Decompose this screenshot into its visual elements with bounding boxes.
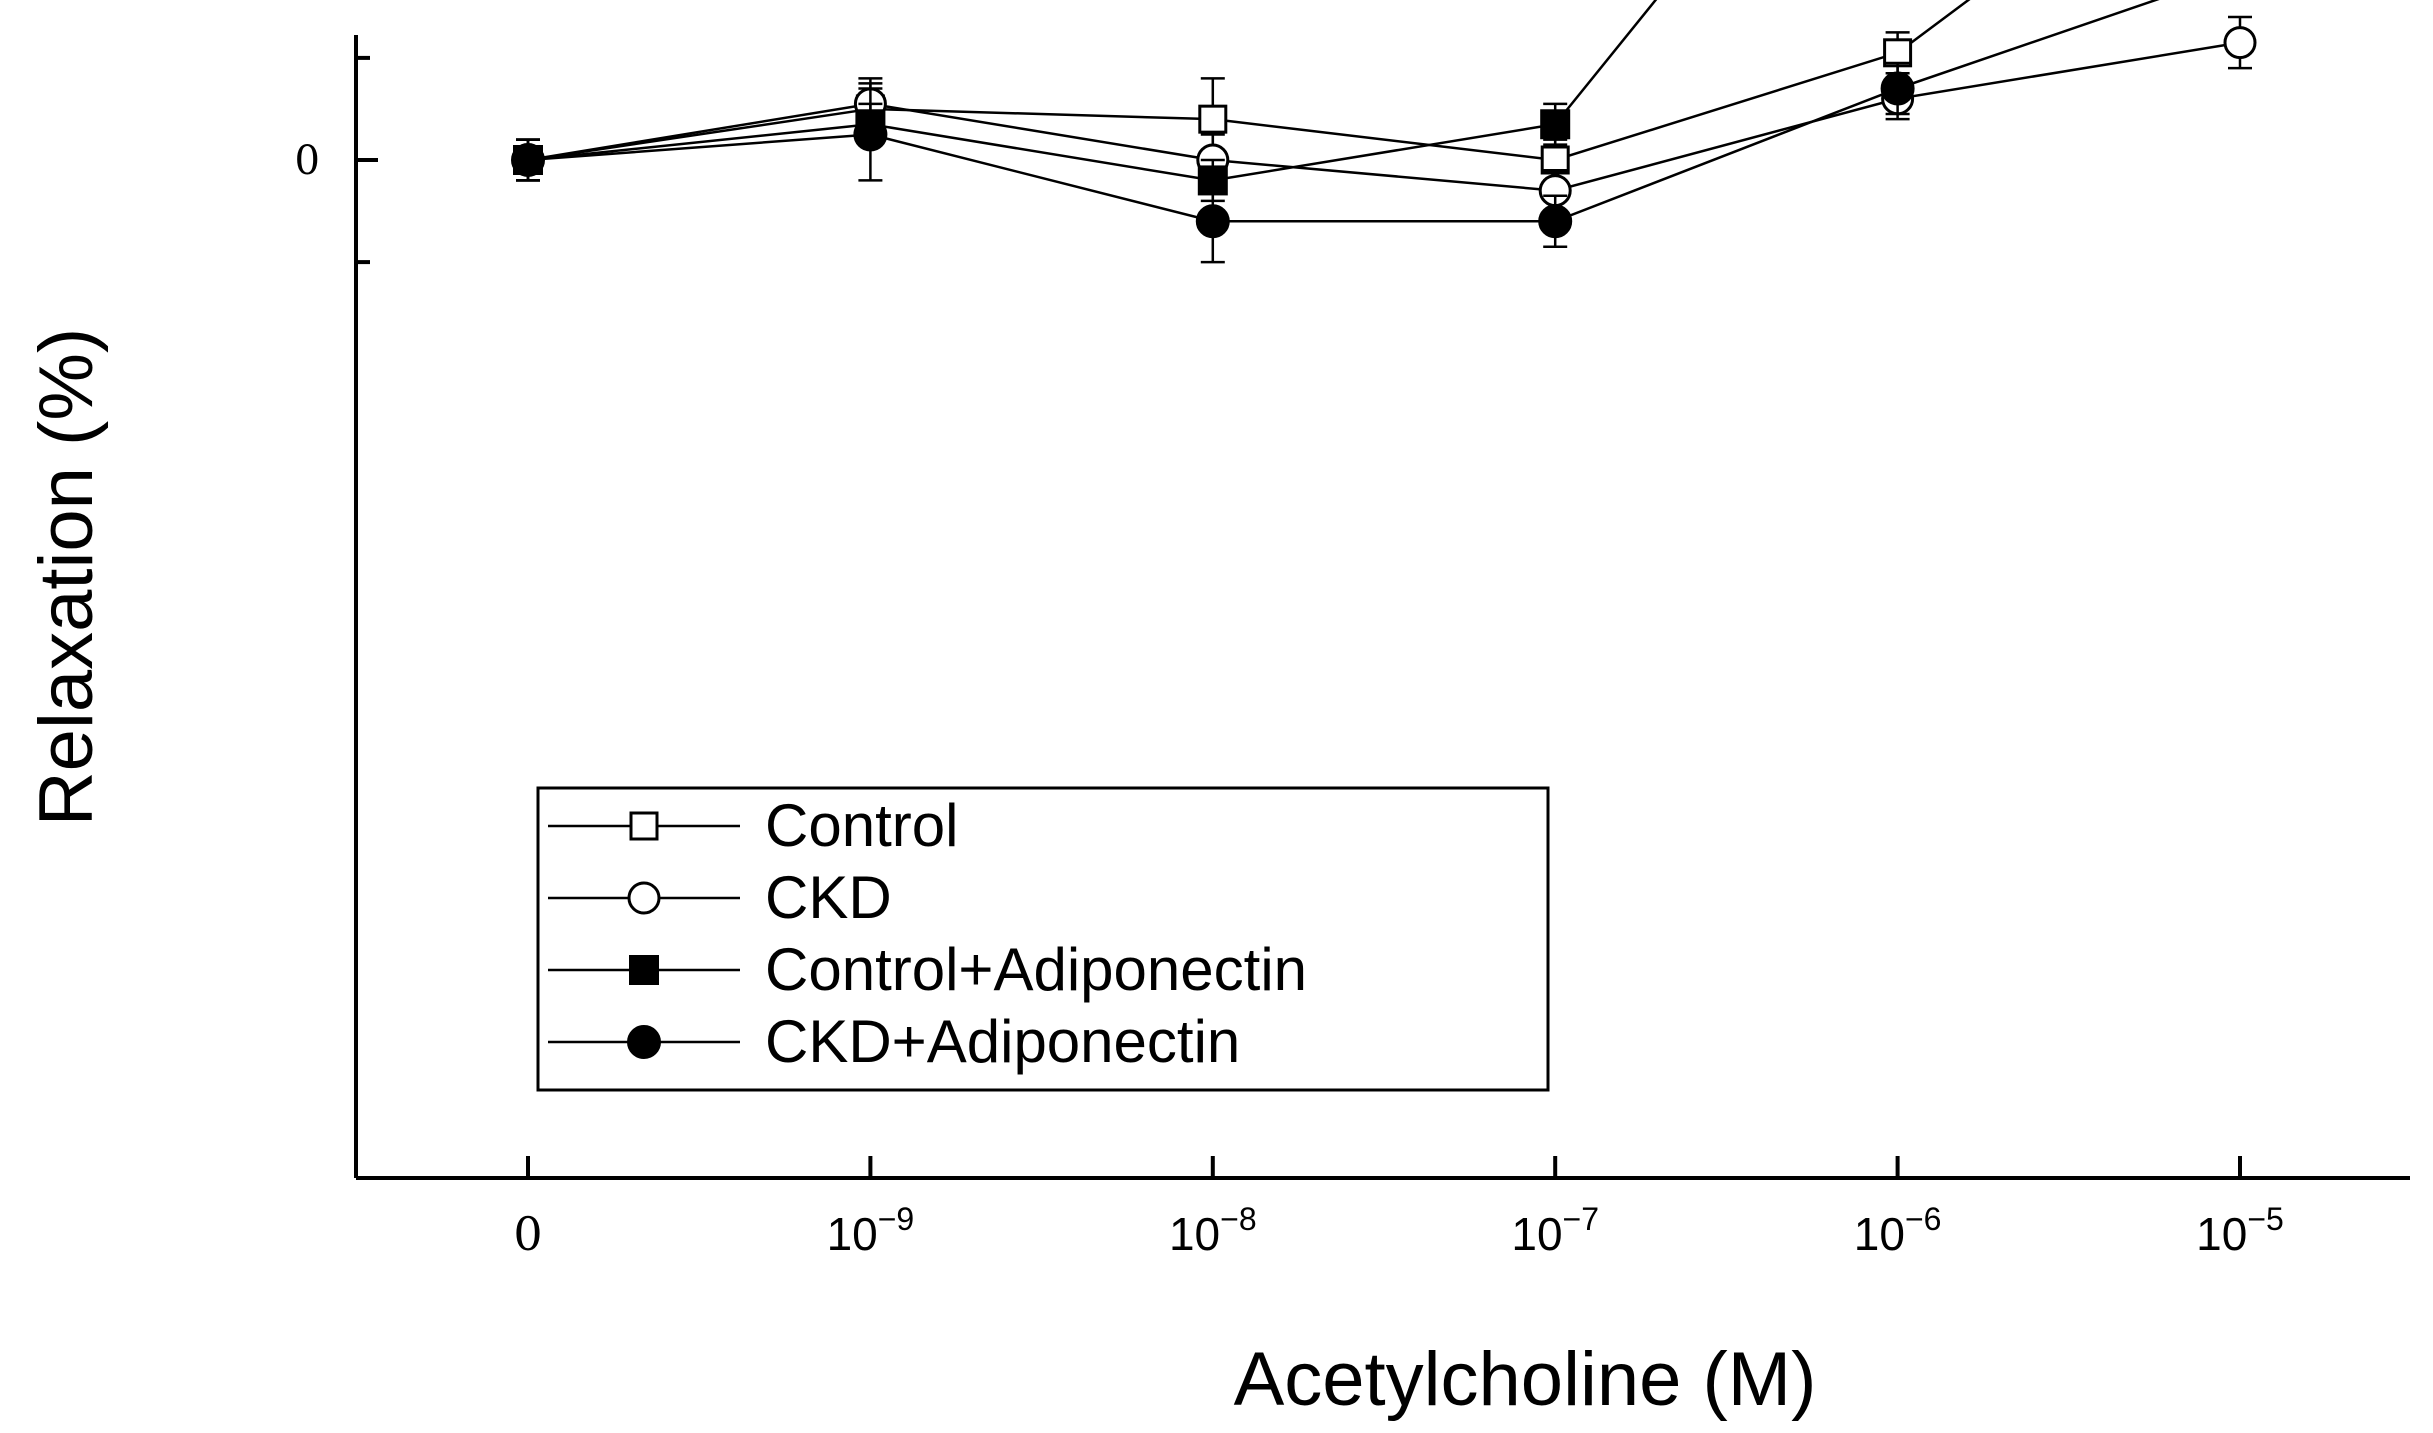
data-point bbox=[1538, 204, 1573, 239]
data-point bbox=[1540, 145, 1570, 175]
x-tick-label: 10−7 bbox=[1511, 1201, 1599, 1260]
legend-marker bbox=[629, 811, 659, 841]
series-ckd-adiponectin bbox=[511, 0, 2160, 264]
data-point bbox=[853, 117, 888, 152]
series-ckd bbox=[511, 15, 2257, 213]
legend-item: Control bbox=[548, 792, 958, 859]
x-tick-label: 0 bbox=[513, 1207, 542, 1261]
x-tick-label: 10−9 bbox=[827, 1201, 915, 1260]
legend-item: CKD bbox=[548, 864, 892, 931]
legend-item: Control+Adiponectin bbox=[548, 936, 1307, 1003]
x-axis-label: Acetylcholine (M) bbox=[1234, 1337, 1817, 1422]
x-tick-label: 10−6 bbox=[1854, 1201, 1942, 1260]
legend-box bbox=[536, 786, 1550, 1092]
legend-label: Control+Adiponectin bbox=[765, 936, 1307, 1003]
legend-marker bbox=[629, 955, 659, 985]
data-point bbox=[1880, 71, 1915, 106]
legend-item: CKD+Adiponectin bbox=[548, 1008, 1240, 1075]
legend-label: CKD bbox=[765, 864, 892, 931]
legend-marker bbox=[627, 1025, 661, 1059]
data-point bbox=[2223, 26, 2257, 60]
series-line bbox=[527, 41, 2241, 192]
x-tick-label: 10−8 bbox=[1169, 1201, 1257, 1260]
data-point bbox=[1195, 204, 1230, 239]
x-tick-label: 10−5 bbox=[2196, 1201, 2284, 1260]
series-line bbox=[527, 0, 2160, 223]
legend-marker bbox=[627, 881, 661, 915]
data-point bbox=[511, 143, 545, 177]
series-layer bbox=[511, 0, 2257, 264]
y-axis-label: Relaxation (%) bbox=[24, 328, 109, 826]
data-point bbox=[1540, 109, 1571, 140]
legend: ControlCKDControl+AdiponectinCKD+Adipone… bbox=[536, 786, 1550, 1092]
legend-label: CKD+Adiponectin bbox=[765, 1008, 1240, 1075]
series-line bbox=[527, 0, 1658, 182]
series-control-adiponectin bbox=[513, 0, 1658, 203]
series-line bbox=[527, 0, 1971, 162]
legend-label: Control bbox=[765, 792, 958, 859]
y-tick-label: 0 bbox=[295, 138, 320, 184]
data-point bbox=[1883, 38, 1913, 68]
data-point bbox=[1198, 104, 1228, 134]
